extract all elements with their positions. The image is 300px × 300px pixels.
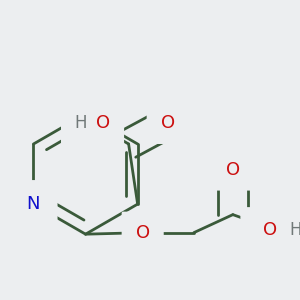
- Text: O: O: [160, 114, 175, 132]
- FancyBboxPatch shape: [9, 180, 58, 228]
- Text: H: H: [74, 114, 87, 132]
- FancyBboxPatch shape: [61, 100, 124, 146]
- Text: O: O: [263, 221, 278, 239]
- Text: O: O: [226, 160, 240, 178]
- Text: O: O: [96, 114, 110, 132]
- FancyBboxPatch shape: [212, 148, 254, 190]
- FancyBboxPatch shape: [147, 102, 189, 144]
- Text: N: N: [27, 195, 40, 213]
- FancyBboxPatch shape: [122, 212, 164, 254]
- Text: O: O: [136, 224, 150, 242]
- FancyBboxPatch shape: [240, 207, 300, 252]
- Text: H: H: [290, 221, 300, 239]
